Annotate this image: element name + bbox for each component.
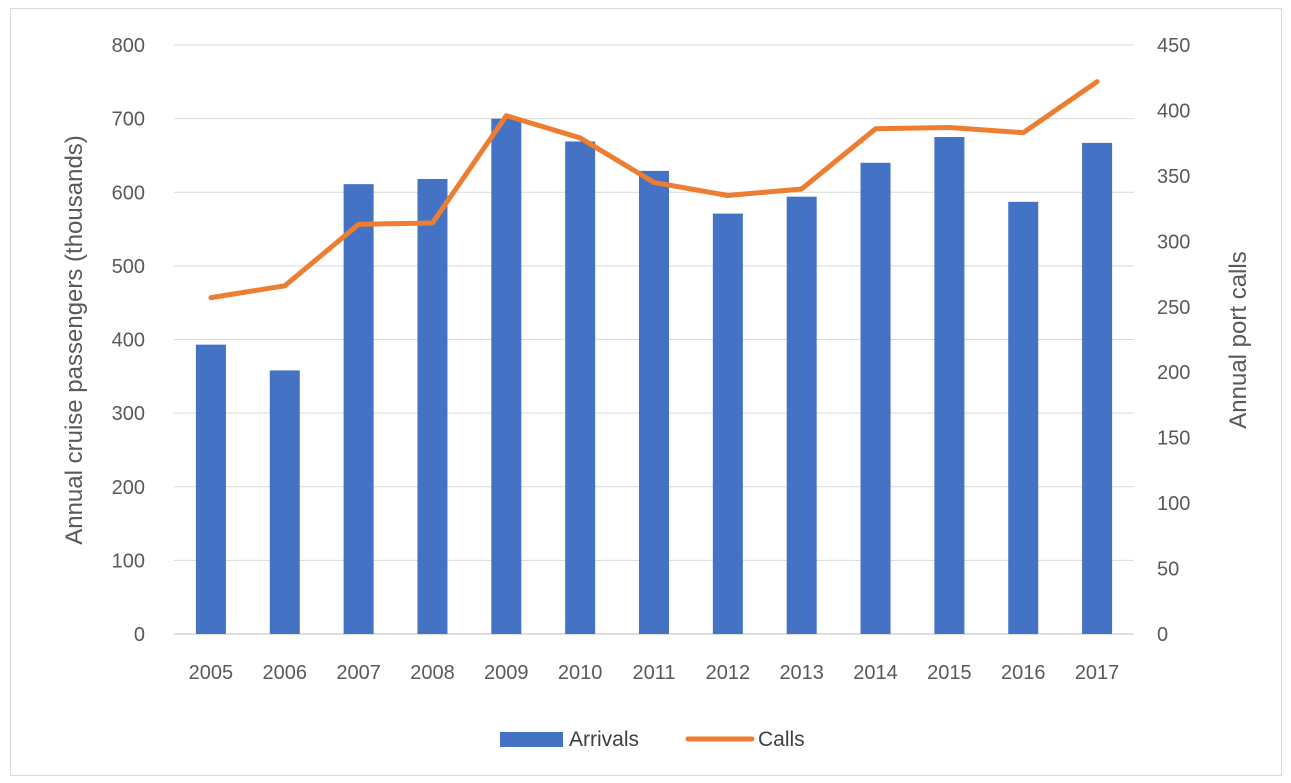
y-axis-right-title: Annual port calls <box>1225 251 1252 428</box>
x-tick-label: 2006 <box>263 662 308 684</box>
y-tick-label: 700 <box>112 109 145 131</box>
bar <box>269 370 300 634</box>
x-axis-ticks: 2005 2006 2007 2008 2009 2010 2011 2012 2013 2014… <box>189 662 1120 684</box>
bar <box>565 141 596 635</box>
y-tick-label: 600 <box>112 182 145 204</box>
legend-swatch-arrivals <box>500 732 563 747</box>
y-axis-right-ticks: 0 50 100 150 200 250 300 350 400 450 <box>1157 35 1190 646</box>
bar <box>860 162 891 635</box>
x-tick-label: 2015 <box>927 662 972 684</box>
y-tick-label: 200 <box>112 477 145 499</box>
x-tick-label: 2016 <box>1001 662 1046 684</box>
bar <box>1008 201 1039 635</box>
x-tick-label: 2012 <box>706 662 751 684</box>
y2-tick-label: 350 <box>1157 166 1190 188</box>
x-tick-label: 2005 <box>189 662 234 684</box>
x-tick-label: 2008 <box>410 662 455 684</box>
line-series-calls <box>208 79 1100 301</box>
legend-label-calls: Calls <box>758 728 805 751</box>
y-tick-label: 100 <box>112 550 145 572</box>
legend: Arrivals Calls <box>500 728 805 751</box>
bar <box>417 178 448 634</box>
x-tick-label: 2017 <box>1075 662 1120 684</box>
y2-tick-label: 250 <box>1157 297 1190 319</box>
chart-frame <box>10 8 1282 776</box>
x-tick-label: 2009 <box>484 662 529 684</box>
y-tick-label: 0 <box>134 624 145 646</box>
y-tick-label: 500 <box>112 256 145 278</box>
x-tick-label: 2011 <box>632 662 675 684</box>
y-axis-left-title: Annual cruise passengers (thousands) <box>61 135 88 545</box>
y2-tick-label: 50 <box>1157 559 1179 581</box>
bar <box>1082 142 1113 634</box>
bar <box>343 184 374 634</box>
y2-tick-label: 400 <box>1157 100 1190 122</box>
bar <box>639 170 669 634</box>
bar <box>491 118 522 634</box>
bar <box>712 213 743 634</box>
x-tick-label: 2013 <box>779 662 824 684</box>
y-axis-left-ticks: 0 100 200 300 400 500 600 700 800 <box>112 35 145 646</box>
x-tick-label: 2007 <box>336 662 381 684</box>
bar <box>934 137 965 634</box>
y-tick-label: 800 <box>112 35 145 57</box>
x-tick-label: 2010 <box>558 662 603 684</box>
y2-tick-label: 100 <box>1157 493 1190 515</box>
bar <box>786 196 817 635</box>
bar-series-arrivals <box>195 118 1113 635</box>
y2-tick-label: 300 <box>1157 231 1190 253</box>
x-tick-label: 2014 <box>853 662 898 684</box>
bar <box>195 344 226 634</box>
gridlines <box>174 44 1134 635</box>
y2-tick-label: 150 <box>1157 428 1190 450</box>
legend-label-arrivals: Arrivals <box>569 728 639 751</box>
y-tick-label: 300 <box>112 403 145 425</box>
y2-tick-label: 450 <box>1157 35 1190 57</box>
y2-tick-label: 0 <box>1157 624 1168 646</box>
y-tick-label: 400 <box>112 330 145 352</box>
y2-tick-label: 200 <box>1157 362 1190 384</box>
